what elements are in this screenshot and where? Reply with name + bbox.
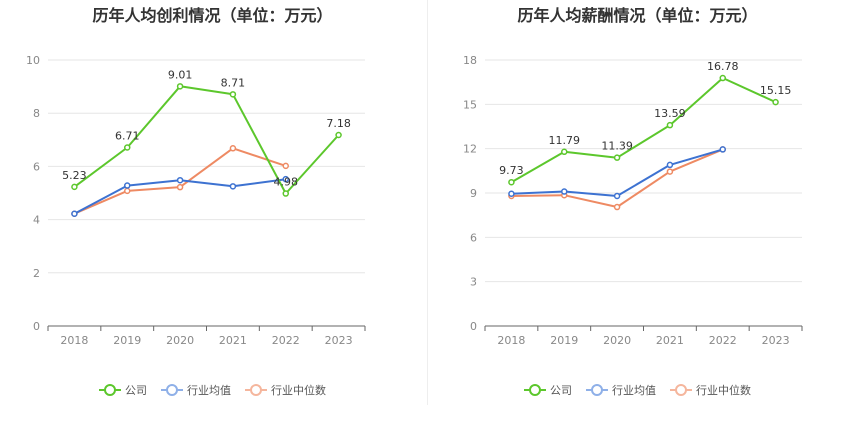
- profit-chart-svg: 0 2 4 6 8 10 2018 2019 2020 2021 2022 2023 5.23 6.71 9…: [26, 54, 366, 347]
- legend-item-company[interactable]: 公司: [524, 382, 572, 398]
- legend-industry-median-label: 行业中位数: [696, 384, 751, 397]
- data-point-company: [613, 154, 621, 161]
- x-tick-label: 2020: [603, 334, 631, 347]
- data-point-industry-avg: [666, 161, 674, 169]
- data-point-industry-avg: [71, 210, 78, 217]
- data-point-company: [772, 98, 779, 106]
- legend-salary: 公司 行业均值 行业中位数: [425, 382, 850, 398]
- x-tick-label: 2022: [709, 334, 737, 347]
- x-tick-label: 2019: [550, 334, 578, 347]
- data-point-company: [508, 178, 515, 186]
- legend-item-company[interactable]: 公司: [99, 382, 147, 398]
- data-label: 9.01: [168, 68, 193, 81]
- y-tick-label: 15: [463, 98, 477, 111]
- data-point-industry-avg: [229, 183, 237, 190]
- x-tick-label: 2018: [60, 334, 88, 347]
- chart-title-salary: 历年人均薪酬情况（单位：万元）: [517, 6, 758, 25]
- data-point-company: [71, 183, 78, 191]
- legend-company-marker: [524, 384, 546, 396]
- data-label: 8.71: [221, 76, 246, 89]
- data-label: 11.39: [601, 140, 633, 153]
- y-tick-label: 0: [33, 320, 40, 333]
- legend-industry-avg-label: 行业均值: [612, 384, 656, 397]
- legend-industry-median-label: 行业中位数: [271, 384, 326, 397]
- y-tick-label: 4: [33, 214, 40, 227]
- data-point-industry-median: [613, 203, 621, 211]
- data-label: 6.71: [115, 130, 140, 143]
- legend-company-label: 公司: [125, 384, 147, 397]
- y-tick-label: 18: [463, 54, 477, 67]
- legend-item-industry-median[interactable]: 行业中位数: [245, 382, 326, 398]
- x-tick-label: 2021: [656, 334, 684, 347]
- x-tick-label: 2019: [113, 334, 141, 347]
- panel-divider: [427, 0, 428, 405]
- chart-title-profit: 历年人均创利情况（单位：万元）: [92, 6, 333, 25]
- data-label: 7.18: [326, 117, 351, 130]
- data-point-industry-median: [176, 183, 184, 191]
- legend-industry-avg-marker: [586, 384, 608, 396]
- data-point-company: [124, 144, 131, 151]
- data-point-industry-avg: [176, 176, 184, 184]
- x-tick-label: 2023: [325, 334, 353, 347]
- legend-item-industry-median[interactable]: 行业中位数: [670, 382, 751, 398]
- data-label: 9.73: [499, 164, 524, 177]
- x-tick-label: 2023: [762, 334, 790, 347]
- data-point-industry-avg: [613, 192, 621, 200]
- y-tick-label: 2: [33, 267, 40, 280]
- y-tick-label: 6: [470, 231, 477, 244]
- data-point-company: [335, 131, 342, 139]
- legend-company-marker: [99, 384, 121, 396]
- legend-item-industry-avg[interactable]: 行业均值: [161, 382, 231, 398]
- salary-chart-svg: 0 3 6 9 12 15 18 2018 2019 2020 2021 2022 2023 9.73 11…: [463, 54, 803, 347]
- y-tick-label: 10: [26, 54, 40, 67]
- y-tick-label: 9: [470, 187, 477, 200]
- legend-profit: 公司 行业均值 行业中位数: [0, 382, 425, 398]
- legend-industry-avg-label: 行业均值: [187, 384, 231, 397]
- data-point-company: [666, 121, 674, 129]
- legend-company-label: 公司: [550, 384, 572, 397]
- x-tick-label: 2020: [166, 334, 194, 347]
- x-tick-label: 2021: [219, 334, 247, 347]
- legend-industry-median-marker: [245, 384, 267, 396]
- data-point-company: [229, 91, 237, 98]
- data-point-industry-median: [124, 187, 131, 195]
- legend-item-industry-avg[interactable]: 行业均值: [586, 382, 656, 398]
- chart-panel-salary: 0 3 6 9 12 15 18 2018 2019 2020 2021 2022 2023 9.73 11…: [425, 0, 850, 437]
- data-point-industry-avg: [719, 146, 726, 153]
- x-tick-label: 2022: [272, 334, 300, 347]
- legend-industry-avg-marker: [161, 384, 183, 396]
- y-tick-label: 3: [470, 276, 477, 289]
- data-point-industry-median: [229, 145, 237, 152]
- data-label: 5.23: [62, 169, 87, 182]
- data-point-industry-avg: [124, 182, 131, 189]
- data-label: 4.98: [274, 176, 299, 189]
- data-point-company: [176, 83, 184, 90]
- data-point-company: [561, 148, 568, 156]
- data-point-industry-avg: [282, 175, 289, 183]
- y-tick-label: 0: [470, 320, 477, 333]
- data-label: 16.78: [707, 60, 739, 73]
- series-line-company: [510, 77, 777, 184]
- data-point-industry-avg: [508, 190, 515, 197]
- data-point-industry-avg: [561, 188, 568, 195]
- data-point-industry-median: [282, 162, 289, 170]
- data-point-industry-median: [666, 168, 674, 175]
- series-line-company: [73, 85, 340, 195]
- data-label: 11.79: [549, 134, 581, 147]
- y-tick-label: 8: [33, 107, 40, 120]
- data-point-company: [719, 74, 726, 82]
- data-point-company: [282, 190, 289, 197]
- chart-panel-profit: 0 2 4 6 8 10 2018 2019 2020 2021 2022 2023 5.23 6.71 9…: [0, 6, 425, 398]
- data-label: 15.15: [760, 84, 792, 97]
- x-tick-label: 2018: [497, 334, 525, 347]
- y-tick-label: 12: [463, 143, 477, 156]
- y-tick-label: 6: [33, 160, 40, 173]
- legend-industry-median-marker: [670, 384, 692, 396]
- data-label: 13.59: [654, 107, 686, 120]
